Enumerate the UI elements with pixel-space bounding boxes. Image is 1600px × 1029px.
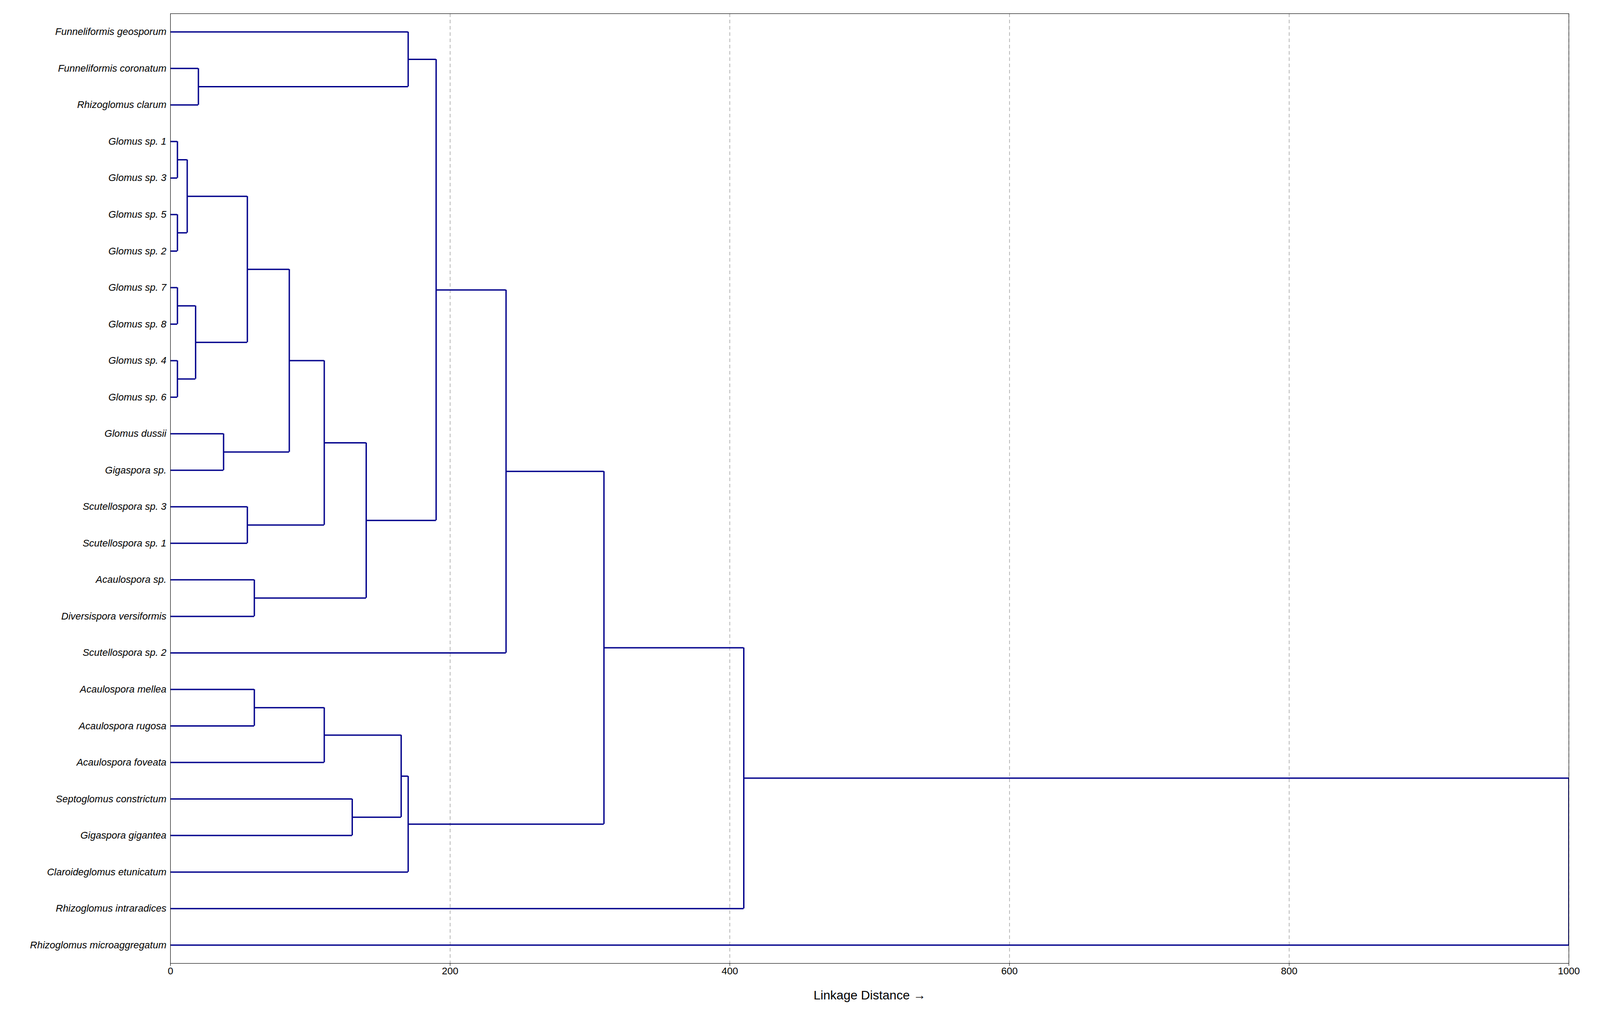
svg-text:Rhizoglomus clarum: Rhizoglomus clarum xyxy=(77,98,167,111)
svg-text:Septoglomus constrictum: Septoglomus constrictum xyxy=(55,793,167,805)
svg-text:Glomus sp. 8: Glomus sp. 8 xyxy=(108,318,167,330)
svg-text:Gigaspora gigantea: Gigaspora gigantea xyxy=(80,829,167,841)
svg-text:Rhizoglomus microaggregatum: Rhizoglomus microaggregatum xyxy=(30,939,167,951)
svg-text:Acaulospora mellea: Acaulospora mellea xyxy=(78,683,167,695)
svg-text:Funneliformis geosporum: Funneliformis geosporum xyxy=(55,25,167,38)
svg-text:600: 600 xyxy=(1001,965,1018,977)
svg-text:Glomus sp. 1: Glomus sp. 1 xyxy=(108,135,167,147)
svg-text:Glomus sp. 6: Glomus sp. 6 xyxy=(108,391,167,403)
svg-text:1000: 1000 xyxy=(1557,965,1580,977)
svg-text:Diversispora versiformis: Diversispora versiformis xyxy=(61,610,167,622)
svg-text:Glomus sp. 3: Glomus sp. 3 xyxy=(108,172,167,184)
svg-text:800: 800 xyxy=(1281,965,1298,977)
svg-text:Scutellospora sp. 3: Scutellospora sp. 3 xyxy=(82,500,167,512)
svg-text:Acaulospora foveata: Acaulospora foveata xyxy=(75,756,167,768)
svg-text:Linkage Distance →: Linkage Distance → xyxy=(813,988,926,1003)
svg-text:Glomus sp. 4: Glomus sp. 4 xyxy=(108,354,167,366)
svg-text:0: 0 xyxy=(167,965,173,977)
svg-text:Acaulospora rugosa: Acaulospora rugosa xyxy=(77,720,167,732)
svg-text:200: 200 xyxy=(442,965,459,977)
svg-text:Glomus sp. 2: Glomus sp. 2 xyxy=(108,245,167,257)
svg-text:Glomus sp. 7: Glomus sp. 7 xyxy=(108,281,167,293)
svg-text:Acaulospora sp.: Acaulospora sp. xyxy=(94,573,167,585)
svg-text:Claroideglomus etunicatum: Claroideglomus etunicatum xyxy=(47,866,167,878)
svg-text:Glomus dussii: Glomus dussii xyxy=(104,427,167,439)
svg-text:Scutellospora sp. 1: Scutellospora sp. 1 xyxy=(82,537,167,549)
svg-text:Rhizoglomus intraradices: Rhizoglomus intraradices xyxy=(55,902,167,914)
svg-text:Scutellospora sp. 2: Scutellospora sp. 2 xyxy=(82,646,167,659)
svg-text:Funneliformis coronatum: Funneliformis coronatum xyxy=(57,62,167,74)
svg-text:Glomus sp. 5: Glomus sp. 5 xyxy=(108,208,167,220)
svg-text:Gigaspora sp.: Gigaspora sp. xyxy=(105,464,167,476)
svg-text:400: 400 xyxy=(721,965,739,977)
